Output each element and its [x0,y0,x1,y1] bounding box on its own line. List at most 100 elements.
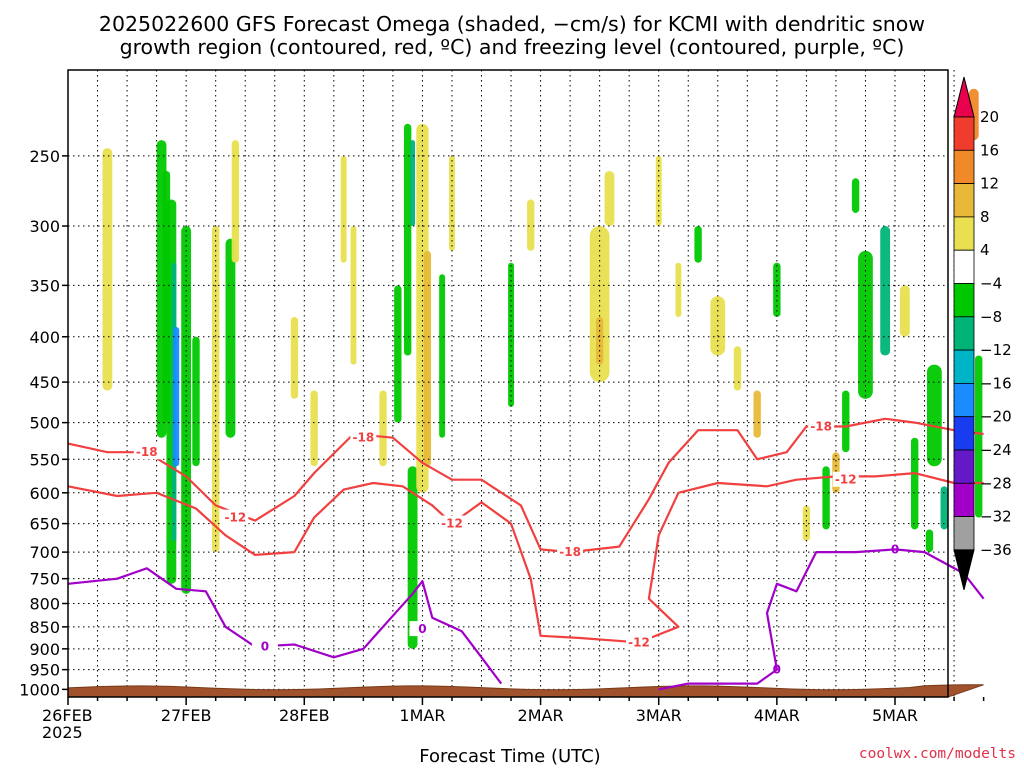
omega-cell [403,123,412,356]
colorbar-swatch [953,449,975,484]
contour-label-bg [222,509,249,525]
y-axis-ticks: 250 300 350 400 450 500 550 600 650 700 750 800 850 9… [19,147,68,699]
y-tick-label: 750 [29,570,60,589]
contour-line-freezing [67,567,503,685]
y-tick-label: 800 [29,595,60,614]
y-tick-label: 1000 [19,680,60,699]
contour-label-bg [409,621,436,637]
contour-label-bg [133,444,160,460]
y-tick-label: 250 [29,147,60,166]
colorbar-swatch [953,316,975,351]
colorbar-swatch [953,382,975,418]
y-tick-label: 650 [29,515,60,534]
y-tick-label: 900 [29,640,60,659]
contour-label-bg [808,418,835,434]
contour-label: -18 [136,445,158,459]
contour-label-bg [626,634,653,650]
omega-cell [858,250,873,399]
colorbar-label: 4 [980,241,990,259]
colorbar-label: −36 [980,541,1012,559]
omega-cell [410,140,416,227]
contour-label: 0 [418,622,426,636]
omega-cell [822,466,830,530]
credit-link[interactable]: coolwx.com/modelts [859,746,1016,762]
contour-label-bg [832,471,859,487]
omega-cell [910,437,919,530]
x-tick-label: 3MAR [636,706,682,725]
y-tick-label: 700 [29,543,60,562]
colorbar-swatch [953,183,975,218]
x-tick-label: 5MAR [872,706,918,725]
omega-cell [225,238,236,438]
omega-cell [310,390,318,467]
y-tick-label: 850 [29,618,60,637]
plot-frame [67,69,949,698]
contour-label: -12 [225,511,247,525]
omega-cell [589,226,610,383]
x-tick-label: 28FEB [279,706,330,725]
omega-cell [926,364,942,467]
colorbar-label: 16 [980,141,999,159]
colorbar-swatch [953,416,975,451]
contour-label-bg [438,515,465,531]
contour-label: 0 [261,640,269,654]
omega-cell [773,262,781,318]
grid-lines [68,70,955,697]
omega-cell [974,355,983,518]
omega-cell [407,466,418,649]
omega-cell [842,390,850,453]
omega-cell [753,390,761,438]
colorbar-label: −28 [980,474,1012,492]
colorbar-swatch [953,349,975,384]
omega-cell [449,155,455,251]
colorbar-label: −20 [980,408,1012,426]
omega-cell [880,226,891,356]
omega-cell [675,262,682,318]
omega-cell [604,170,615,227]
y-tick-label: 450 [29,373,60,392]
plot-background [68,70,948,697]
omega-cell [173,327,180,467]
y-tick-label: 400 [29,328,60,347]
contour-label: -18 [810,419,832,433]
colorbar-label: −4 [980,275,1002,293]
colorbar-label: 20 [980,108,999,126]
chart-title-line-2: growth region (contoured, red, ºC) and f… [120,35,905,59]
colorbar-swatch [953,249,975,284]
omega-cell [423,250,432,467]
omega-cell [940,486,948,530]
colorbar-label: 8 [980,208,990,226]
y-tick-label: 350 [29,276,60,295]
omega-cell [527,199,535,251]
omega-cell [102,148,113,391]
y-tick-label: 300 [29,217,60,236]
colorbar-swatch [953,516,975,551]
omega-cell [181,226,192,594]
omega-cell [350,226,357,365]
x-tick-label: 2MAR [518,706,564,725]
contour-label: -18 [559,545,581,559]
x-tick-sublabel: 2025 [42,723,83,742]
surface-terrain [67,684,984,698]
omega-cell [231,140,240,263]
x-tick-label: 27FEB [161,706,212,725]
colorbar-swatch [953,216,975,251]
x-tick-label: 26FEB [42,706,93,725]
omega-cell [394,285,402,423]
y-tick-label: 600 [29,484,60,503]
x-axis-title: Forecast Time (UTC) [419,746,600,767]
chart-title-line-1: 2025022600 GFS Forecast Omega (shaded, −… [99,12,925,36]
omega-cell [192,336,200,467]
x-tick-label: 4MAR [754,706,800,725]
omega-cell [508,262,514,407]
y-tick-label: 950 [29,661,60,680]
colorbar-swatch [953,116,975,151]
omega-cell [802,505,811,541]
omega-cell [290,317,299,399]
contour-label-bg [557,544,584,560]
colorbar: 20 16 12 8 4 −4 −8 −12 −16 −20 −24 −28 −32 −36 [953,76,1012,591]
omega-cell [211,226,220,553]
